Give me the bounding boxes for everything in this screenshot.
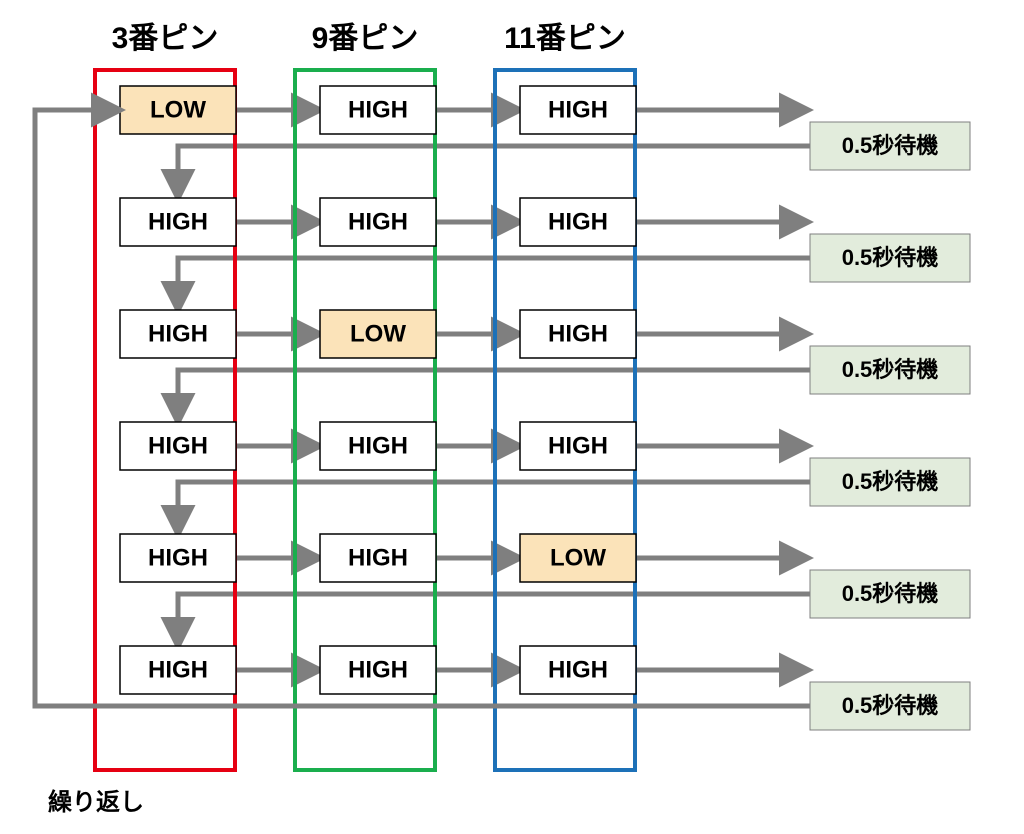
state-label-pin3-row3: HIGH (148, 432, 208, 459)
flowchart-diagram: 3番ピン 9番ピン 11番ピン LOW HIGH HIGH HIGH HIGH HIGH HIG… (0, 0, 1024, 834)
wait-label-row4: 0.5秒待機 (842, 581, 939, 606)
wait-label-row5: 0.5秒待機 (842, 693, 939, 718)
state-label-pin3-row1: HIGH (148, 208, 208, 235)
state-label-pin3-row4: HIGH (148, 544, 208, 571)
state-label-pin11-row1: HIGH (548, 208, 608, 235)
state-label-pin9-row5: HIGH (348, 656, 408, 683)
column-header-pin3: 3番ピン (112, 22, 219, 55)
column-header-pin11: 11番ピン (504, 22, 626, 55)
wait-label-row3: 0.5秒待機 (842, 469, 939, 494)
state-label-pin11-row5: HIGH (548, 656, 608, 683)
column-header-pin9: 9番ピン (312, 22, 419, 55)
state-label-pin9-row4: HIGH (348, 544, 408, 571)
state-label-pin9-row1: HIGH (348, 208, 408, 235)
state-label-pin3-row2: HIGH (148, 320, 208, 347)
state-label-pin11-row2: HIGH (548, 320, 608, 347)
repeat-label: 繰り返し (48, 788, 144, 816)
state-label-pin11-row0: HIGH (548, 96, 608, 123)
state-label-pin9-row0: HIGH (348, 96, 408, 123)
state-label-pin3-row0: LOW (150, 96, 206, 123)
state-label-pin11-row4: LOW (550, 544, 606, 571)
state-label-pin11-row3: HIGH (548, 432, 608, 459)
state-label-pin3-row5: HIGH (148, 656, 208, 683)
state-label-pin9-row2: LOW (350, 320, 406, 347)
wait-label-row0: 0.5秒待機 (842, 133, 939, 158)
wait-label-row2: 0.5秒待機 (842, 357, 939, 382)
state-label-pin9-row3: HIGH (348, 432, 408, 459)
wait-label-row1: 0.5秒待機 (842, 245, 939, 270)
